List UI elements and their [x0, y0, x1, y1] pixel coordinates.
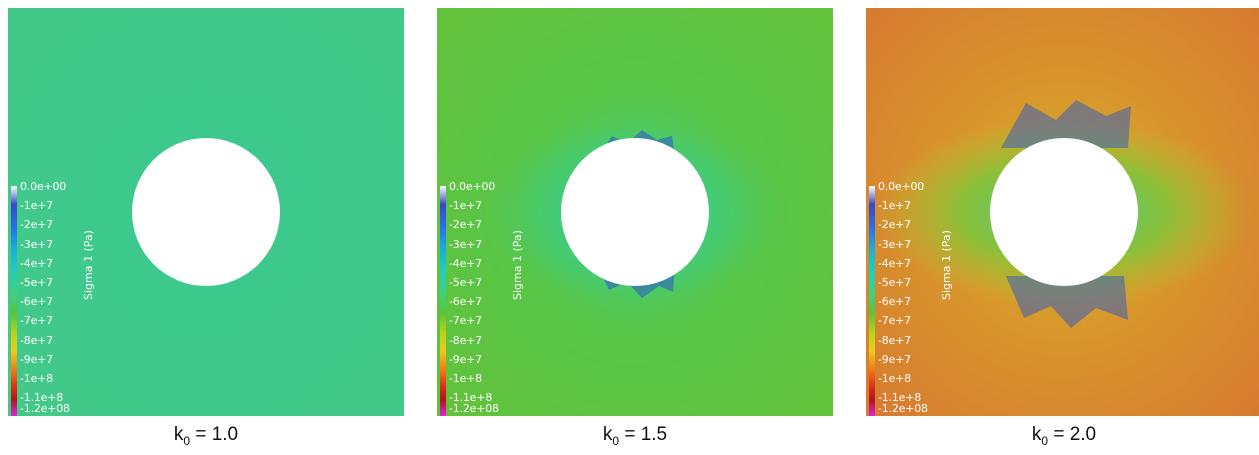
colorbar-label: -8e+7: [878, 333, 911, 347]
colorbar-label: -4e+7: [20, 256, 53, 270]
k-subscript: 0: [612, 433, 620, 448]
colorbar-title: Sigma 1 (Pa): [82, 230, 95, 300]
colorbar-label: -9e+7: [20, 352, 53, 366]
colorbar-label: -3e+7: [20, 237, 53, 251]
k-symbol: k: [602, 424, 613, 445]
colorbar-label: -7e+7: [878, 314, 911, 328]
colorbar-label: -8e+7: [449, 333, 482, 347]
stress-field-k2: [866, 8, 1259, 416]
colorbar-label: -2e+7: [878, 218, 911, 232]
colorbar-label: 0.0e+00: [878, 180, 925, 193]
fracture-zone-top: [1001, 100, 1131, 148]
colorbar-label: -1.2e+08: [449, 402, 499, 415]
tunnel-opening: [561, 138, 709, 286]
colorbar-label: -1.2e+08: [878, 402, 928, 415]
colorbar-label: -6e+7: [449, 295, 482, 309]
colorbar-label: -1e+7: [20, 199, 53, 213]
colorbar-label: -1e+8: [20, 371, 53, 385]
colorbar-label: -7e+7: [449, 314, 482, 328]
colorbar-label: -1.1e+8: [449, 391, 493, 405]
stress-panel-k2: 0.0e+00 -1e+7 -2e+7 -3e+7 -4e+7 -5e+7 -6…: [866, 8, 1259, 416]
colorbar-label: -1e+7: [449, 199, 482, 213]
tunnel-opening: [990, 138, 1138, 286]
colorbar-labels: 0.0e+00 -1e+7 -2e+7 -3e+7 -4e+7 -5e+7 -6…: [20, 177, 90, 407]
colorbar-label: -4e+7: [449, 256, 482, 270]
colorbar-labels: 0.0e+00 -1e+7 -2e+7 -3e+7 -4e+7 -5e+7 -6…: [449, 177, 519, 407]
k-subscript: 0: [183, 433, 191, 448]
colorbar-label: -1e+8: [878, 371, 911, 385]
colorbar-label: 0.0e+00: [20, 180, 67, 193]
k-value: = 2.0: [1048, 424, 1097, 445]
colorbar-label: -3e+7: [449, 237, 482, 251]
colorbar-label: 0.0e+00: [449, 180, 496, 193]
stress-panel-k1_5: 0.0e+00 -1e+7 -2e+7 -3e+7 -4e+7 -5e+7 -6…: [437, 8, 833, 416]
colorbar-label: -1e+8: [449, 371, 482, 385]
colorbar-label: -1.2e+08: [20, 402, 70, 415]
fracture-zone-bottom: [1006, 276, 1128, 328]
k-symbol: k: [173, 424, 184, 445]
colorbar-label: -6e+7: [20, 295, 53, 309]
colorbar-label: -6e+7: [878, 295, 911, 309]
colorbar-label: -1.1e+8: [20, 391, 64, 405]
stress-field-k1_5: [437, 8, 833, 416]
tunnel-opening: [132, 138, 280, 286]
colorbar-gradient: [11, 186, 17, 416]
colorbar-label: -2e+7: [20, 218, 53, 232]
colorbar-label: -9e+7: [449, 352, 482, 366]
colorbar-label: -7e+7: [20, 314, 53, 328]
caption-k1_5: k0 = 1.5: [437, 424, 833, 448]
caption-k1: k0 = 1.0: [8, 424, 404, 448]
colorbar-label: -4e+7: [878, 256, 911, 270]
colorbar-label: -5e+7: [878, 275, 911, 289]
caption-k2: k0 = 2.0: [866, 424, 1259, 448]
colorbar-gradient: [440, 186, 446, 416]
colorbar-labels: 0.0e+00 -1e+7 -2e+7 -3e+7 -4e+7 -5e+7 -6…: [878, 177, 948, 407]
colorbar-label: -5e+7: [20, 275, 53, 289]
stress-panel-k1: 0.0e+00 -1e+7 -2e+7 -3e+7 -4e+7 -5e+7 -6…: [8, 8, 404, 416]
stress-field-k1: [8, 8, 404, 416]
k-value: = 1.0: [190, 424, 239, 445]
colorbar-title: Sigma 1 (Pa): [511, 230, 524, 300]
k-symbol: k: [1031, 424, 1042, 445]
colorbar-title: Sigma 1 (Pa): [940, 230, 953, 300]
colorbar-label: -9e+7: [878, 352, 911, 366]
k-subscript: 0: [1041, 433, 1049, 448]
colorbar-label: -2e+7: [449, 218, 482, 232]
colorbar-gradient: [869, 186, 875, 416]
colorbar-label: -8e+7: [20, 333, 53, 347]
colorbar-label: -1.1e+8: [878, 391, 922, 405]
colorbar-label: -3e+7: [878, 237, 911, 251]
colorbar-label: -5e+7: [449, 275, 482, 289]
k-value: = 1.5: [619, 424, 668, 445]
colorbar-label: -1e+7: [878, 199, 911, 213]
